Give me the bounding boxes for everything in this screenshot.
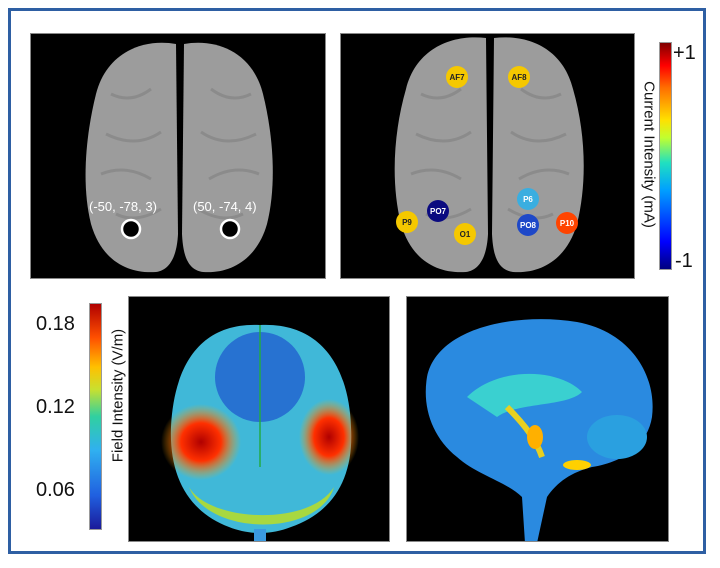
field-intensity-colorbar (89, 303, 102, 530)
electrode-p10: P10 (556, 212, 578, 234)
panel-brain-top-view-targets: (-50, -78, 3) (50, -74, 4) (30, 33, 326, 279)
coordinate-label: (50, -74, 4) (193, 199, 257, 214)
current-intensity-colorbar (659, 42, 672, 270)
colorbar-min-label: -1 (675, 250, 693, 272)
colorbar-title: Current Intensity (mA) (640, 81, 658, 228)
colorbar-tick: 0.06 (36, 479, 75, 501)
colorbar-title: Field Intensity (V/m) (109, 328, 127, 463)
brain-posterior-field-rendering (161, 324, 359, 541)
electrode-af7: AF7 (446, 66, 468, 88)
colorbar-tick: 0.18 (36, 313, 75, 335)
brain-top-view (394, 37, 584, 273)
panel-brain-sagittal-field-map (406, 296, 669, 542)
electrode-po7: PO7 (427, 200, 449, 222)
electrode-p9: P9 (396, 211, 418, 233)
colorbar-tick: 0.12 (36, 396, 75, 418)
electrode-af8: AF8 (508, 66, 530, 88)
figure-border (8, 8, 706, 554)
target-marker-right (219, 218, 241, 240)
panel-brain-electrode-montage: AF7 AF8 P6 PO7 P9 O1 PO8 P10 (340, 33, 635, 279)
colorbar-max-label: +1 (673, 42, 696, 64)
brain-top-view (85, 42, 273, 273)
brain-sagittal-field-rendering (425, 319, 653, 541)
target-marker-left (120, 218, 142, 240)
electrode-o1: O1 (454, 223, 476, 245)
coordinate-label: (-50, -78, 3) (89, 199, 157, 214)
electrode-p6: P6 (517, 188, 539, 210)
panel-brain-posterior-field-map (128, 296, 390, 542)
electrode-po8: PO8 (517, 214, 539, 236)
